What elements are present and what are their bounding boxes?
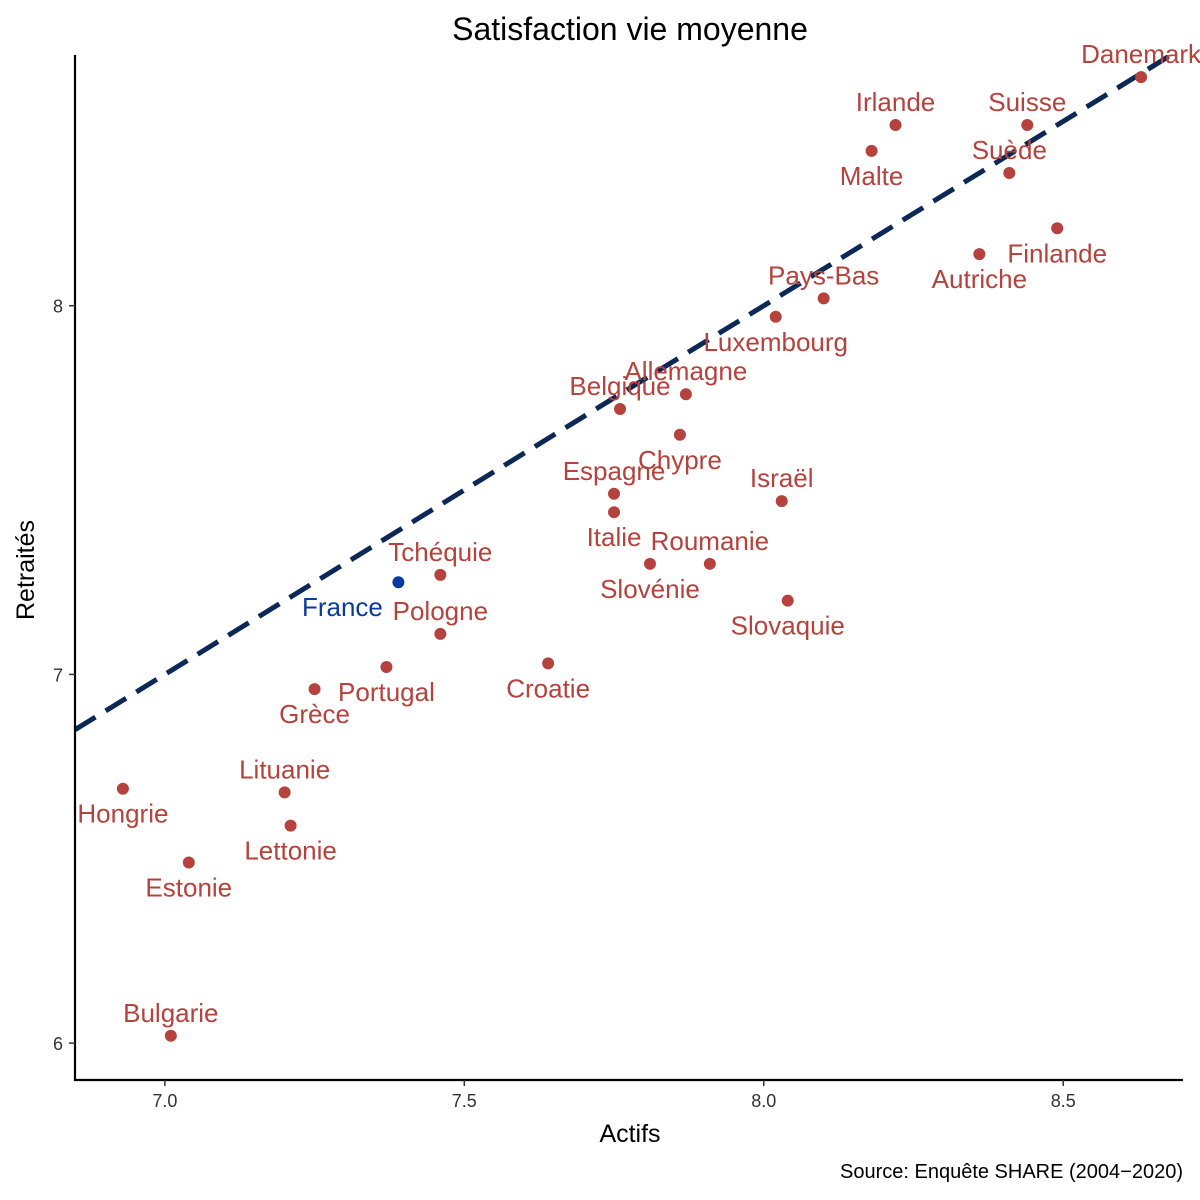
x-tick-label: 7.5 [452,1091,477,1111]
point-malte [865,144,878,157]
point-roumanie [703,557,716,570]
point-label-portugal: Portugal [338,677,435,707]
point-label-estonie: Estonie [145,872,232,902]
point-france [392,576,405,589]
point-croatie [542,657,555,670]
y-tick-label: 6 [53,1034,63,1054]
point-label-italie: Italie [587,522,642,552]
chart-title: Satisfaction vie moyenne [452,11,808,47]
point-label-danemark: Danemark [1081,39,1200,69]
reference-line-layer [75,55,1176,732]
point-label-suède: Suède [972,135,1047,165]
point-finlande [1051,222,1064,235]
point-label-roumanie: Roumanie [651,526,770,556]
x-tick-label: 8.0 [751,1091,776,1111]
point-portugal [380,661,393,674]
point-tchéquie [434,568,447,581]
source-caption: Source: Enquête SHARE (2004−2020) [840,1161,1183,1183]
point-italie [608,506,621,519]
point-label-israël: Israël [750,463,814,493]
point-label-slovaquie: Slovaquie [731,611,845,641]
reference-line [75,55,1176,732]
point-label-belgique: Belgique [569,371,670,401]
point-suisse [1021,119,1034,132]
point-label-bulgarie: Bulgarie [123,998,218,1028]
point-israël [775,495,788,508]
point-label-irlande: Irlande [856,87,936,117]
point-label-malte: Malte [840,161,904,191]
point-pologne [434,627,447,640]
point-pays-bas [817,292,830,305]
point-suède [1003,166,1016,179]
point-slovénie [643,557,656,570]
point-label-pologne: Pologne [393,596,488,626]
y-axis-label: Retraités [12,520,40,620]
point-label-pays-bas: Pays-Bas [768,260,879,290]
point-label-hongrie: Hongrie [77,799,168,829]
point-label-tchéquie: Tchéquie [388,537,492,567]
point-hongrie [116,782,129,795]
x-axis-label: Actifs [599,1120,660,1148]
point-luxembourg [769,310,782,323]
point-allemagne [679,388,692,401]
points-layer [116,71,1148,1042]
point-label-espagne: Espagne [563,456,666,486]
point-label-luxembourg: Luxembourg [703,327,848,357]
point-label-grèce: Grèce [279,699,350,729]
point-irlande [889,119,902,132]
point-lituanie [278,786,291,799]
x-tick-label: 7.0 [152,1091,177,1111]
point-label-allemagne: Allemagne [624,356,747,386]
point-estonie [182,856,195,869]
point-belgique [614,402,627,415]
point-label-slovénie: Slovénie [600,574,700,604]
point-label-lituanie: Lituanie [239,754,330,784]
point-label-autriche: Autriche [932,264,1027,294]
point-chypre [673,428,686,441]
point-bulgarie [164,1029,177,1042]
point-espagne [608,487,621,500]
point-danemark [1135,71,1148,84]
y-tick-label: 8 [53,297,63,317]
point-label-france: France [302,592,383,622]
axes-layer: 7.0 7.5 8.0 8.5 6 7 8 [53,55,1183,1111]
point-lettonie [284,819,297,832]
x-tick-label: 8.5 [1051,1091,1076,1111]
point-label-croatie: Croatie [506,673,590,703]
point-grèce [308,683,321,696]
point-label-finlande: Finlande [1007,238,1107,268]
y-tick-label: 7 [53,665,63,685]
point-autriche [973,248,986,261]
point-label-chypre: Chypre [638,445,722,475]
point-label-lettonie: Lettonie [244,836,337,866]
point-label-suisse: Suisse [988,87,1066,117]
point-slovaquie [781,594,794,607]
